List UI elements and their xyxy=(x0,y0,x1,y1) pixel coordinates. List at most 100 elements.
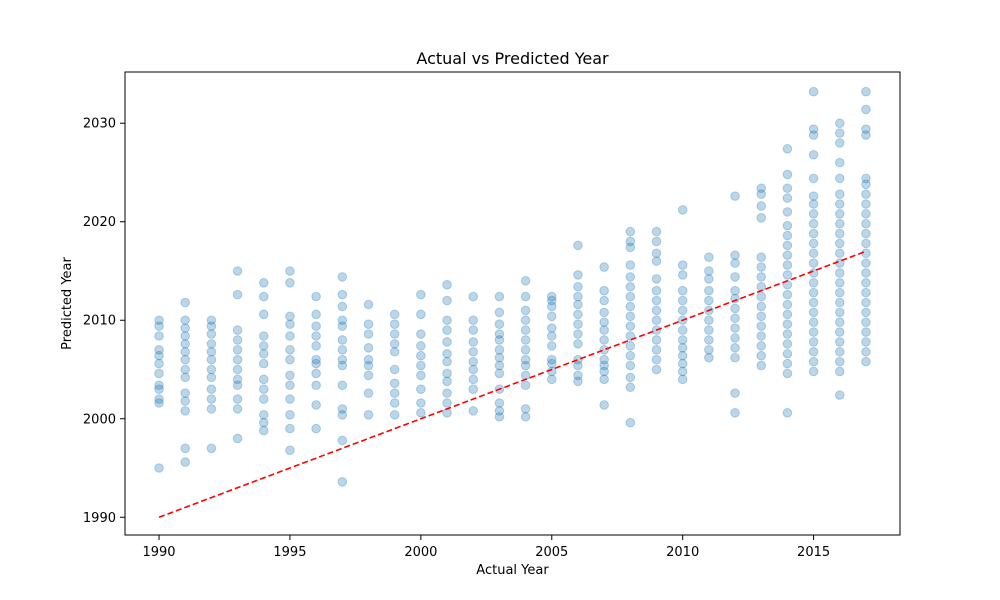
data-point xyxy=(363,299,374,310)
data-point xyxy=(311,423,321,434)
data-point xyxy=(337,477,348,487)
data-point xyxy=(677,285,688,296)
data-point xyxy=(468,337,479,347)
data-point xyxy=(834,278,845,288)
data-point xyxy=(180,297,191,308)
data-point xyxy=(782,260,793,270)
data-point xyxy=(573,329,583,339)
data-point xyxy=(494,360,505,371)
data-point xyxy=(520,315,531,326)
data-point xyxy=(599,400,609,410)
data-point xyxy=(442,388,452,398)
data-point xyxy=(154,315,164,326)
data-point xyxy=(442,408,452,418)
data-point xyxy=(389,398,400,408)
data-point xyxy=(834,268,845,278)
data-point xyxy=(730,343,740,353)
y-tick-label: 1990 xyxy=(83,511,116,526)
data-point xyxy=(704,295,714,306)
data-point xyxy=(861,189,871,199)
data-point xyxy=(520,335,531,345)
data-point xyxy=(730,250,740,261)
data-point xyxy=(782,270,793,280)
data-point xyxy=(861,337,871,347)
data-point xyxy=(573,299,583,310)
data-point xyxy=(756,201,767,211)
data-point xyxy=(442,356,452,367)
data-point xyxy=(154,463,164,473)
data-point xyxy=(520,325,531,335)
data-point xyxy=(677,205,688,215)
data-point xyxy=(573,309,583,320)
data-point xyxy=(154,345,164,355)
data-point xyxy=(861,258,871,268)
data-point xyxy=(808,130,819,140)
data-point xyxy=(782,193,793,203)
data-point xyxy=(258,374,269,385)
data-point xyxy=(416,350,426,361)
data-point xyxy=(782,289,793,300)
data-point xyxy=(834,297,845,308)
data-point xyxy=(337,301,348,312)
data-point xyxy=(416,329,426,339)
data-point xyxy=(651,315,662,326)
data-point xyxy=(756,311,767,322)
data-point xyxy=(573,370,583,381)
data-point xyxy=(625,360,636,371)
data-point xyxy=(154,384,164,395)
y-tick-label: 2000 xyxy=(83,412,116,427)
data-point xyxy=(468,406,479,416)
data-point xyxy=(494,398,505,408)
data-point xyxy=(808,173,819,184)
data-point xyxy=(285,345,295,355)
data-point xyxy=(180,443,191,454)
data-point xyxy=(782,368,793,379)
data-point xyxy=(285,319,295,329)
y-axis-ticks: 1990 2000 2010 2020 2030 xyxy=(83,117,125,526)
data-point xyxy=(834,138,845,148)
data-point xyxy=(520,305,531,316)
data-point xyxy=(834,209,845,219)
data-point xyxy=(834,287,845,298)
data-point xyxy=(546,341,557,351)
data-point xyxy=(625,372,636,383)
data-point xyxy=(573,291,583,302)
data-point xyxy=(468,356,479,367)
data-point xyxy=(520,370,531,381)
data-point xyxy=(442,295,452,306)
data-point xyxy=(704,325,714,335)
data-point xyxy=(756,331,767,341)
data-point xyxy=(861,297,871,308)
data-point xyxy=(599,354,609,365)
data-point xyxy=(258,341,269,351)
data-point xyxy=(520,411,531,422)
data-point xyxy=(180,396,191,406)
data-point xyxy=(651,256,662,266)
data-point xyxy=(311,321,321,331)
data-point xyxy=(154,394,164,404)
data-point xyxy=(782,319,793,329)
data-point xyxy=(232,354,243,365)
data-point xyxy=(154,398,164,408)
data-point xyxy=(861,104,871,115)
data-point xyxy=(834,390,845,400)
data-point xyxy=(834,173,845,184)
data-point xyxy=(861,228,871,239)
data-point xyxy=(834,366,845,377)
data-point xyxy=(285,394,295,404)
data-point xyxy=(861,327,871,337)
data-point xyxy=(599,317,609,328)
data-point xyxy=(206,404,217,414)
data-point xyxy=(520,360,531,371)
data-point xyxy=(625,272,636,282)
data-point xyxy=(285,423,295,434)
data-point xyxy=(782,309,793,320)
data-point xyxy=(311,380,321,391)
data-point xyxy=(730,323,740,333)
data-point xyxy=(861,130,871,140)
y-tick-label: 2010 xyxy=(83,314,116,329)
data-point xyxy=(573,281,583,292)
data-point xyxy=(180,388,191,398)
data-point xyxy=(337,435,348,446)
data-point xyxy=(573,319,583,329)
